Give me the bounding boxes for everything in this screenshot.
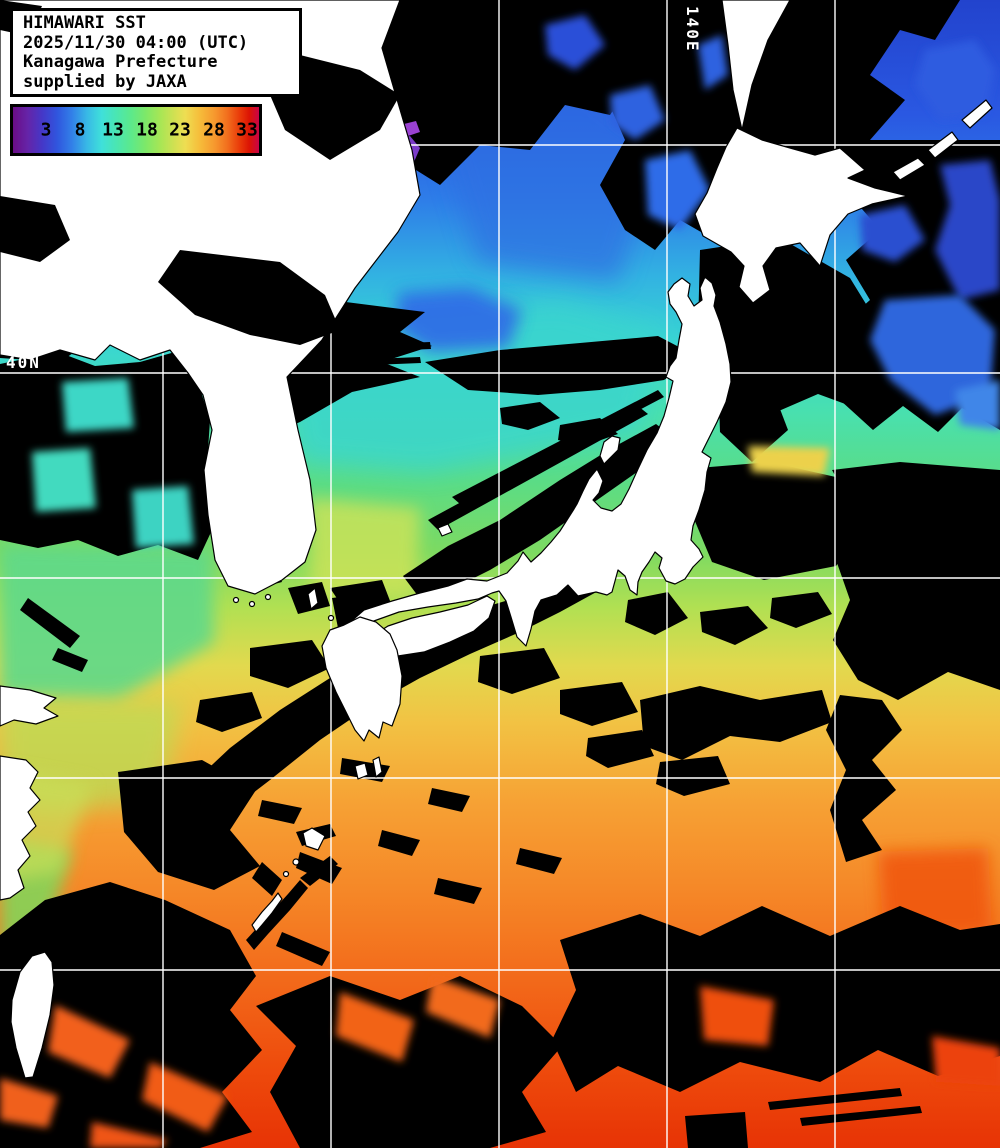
over-cloud-patches	[0, 15, 1000, 1148]
colorbar-gradient	[13, 107, 259, 153]
land-kyushu	[321, 616, 403, 742]
prefecture-credit: Kanagawa Prefecture	[23, 52, 218, 72]
parallel-label-40n: 40N	[6, 353, 41, 372]
title-info-box: HIMAWARI SST 2025/11/30 04:00 (UTC) Kana…	[10, 8, 302, 97]
land-okinawa	[251, 892, 283, 933]
colorbar-tick-28: 28	[203, 119, 225, 141]
temperature-colorbar: 3 8 13 18 23 28 33	[10, 104, 262, 156]
colorbar-tick-18: 18	[136, 119, 158, 141]
land-china-coast	[0, 685, 59, 727]
timestamp: 2025/11/30 04:00 (UTC)	[23, 32, 249, 53]
colorbar-tick-13: 13	[102, 119, 124, 141]
land-honshu	[347, 276, 732, 647]
land-sakhalin	[721, 0, 791, 131]
colorbar-tick-23: 23	[169, 119, 191, 141]
colorbar-tick-3: 3	[40, 119, 52, 141]
supplier-credit: supplied by JAXA	[23, 71, 187, 92]
colorbar-tick-8: 8	[74, 119, 86, 141]
land-hokkaido	[694, 127, 909, 304]
land-shikoku	[365, 595, 496, 657]
product-title: HIMAWARI SST	[23, 13, 146, 33]
land-china-coast-south	[0, 755, 41, 901]
colorbar-tick-33: 33	[236, 119, 258, 141]
land-sado	[599, 435, 621, 465]
land-amami	[302, 827, 326, 851]
land-taiwan	[10, 951, 55, 1079]
meridian-label-140e: 140E	[683, 6, 702, 53]
